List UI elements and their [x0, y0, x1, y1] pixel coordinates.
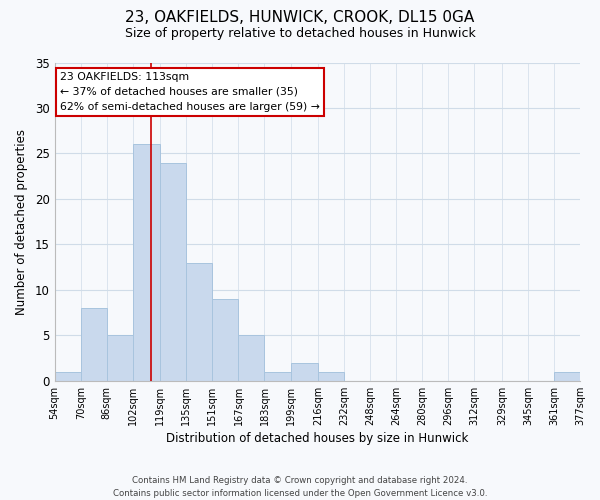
Bar	[133, 144, 160, 381]
Bar	[160, 162, 187, 381]
X-axis label: Distribution of detached houses by size in Hunwick: Distribution of detached houses by size …	[166, 432, 469, 445]
Bar	[318, 372, 344, 381]
Bar	[107, 336, 133, 381]
Text: Contains HM Land Registry data © Crown copyright and database right 2024.
Contai: Contains HM Land Registry data © Crown c…	[113, 476, 487, 498]
Text: Size of property relative to detached houses in Hunwick: Size of property relative to detached ho…	[125, 28, 475, 40]
Bar	[290, 362, 318, 381]
Y-axis label: Number of detached properties: Number of detached properties	[15, 128, 28, 314]
Bar	[55, 372, 81, 381]
Bar	[187, 262, 212, 381]
Bar	[554, 372, 580, 381]
Bar	[212, 299, 238, 381]
Bar	[265, 372, 290, 381]
Bar	[81, 308, 107, 381]
Bar	[238, 336, 265, 381]
Text: 23, OAKFIELDS, HUNWICK, CROOK, DL15 0GA: 23, OAKFIELDS, HUNWICK, CROOK, DL15 0GA	[125, 10, 475, 25]
Text: 23 OAKFIELDS: 113sqm
← 37% of detached houses are smaller (35)
62% of semi-detac: 23 OAKFIELDS: 113sqm ← 37% of detached h…	[60, 72, 320, 112]
